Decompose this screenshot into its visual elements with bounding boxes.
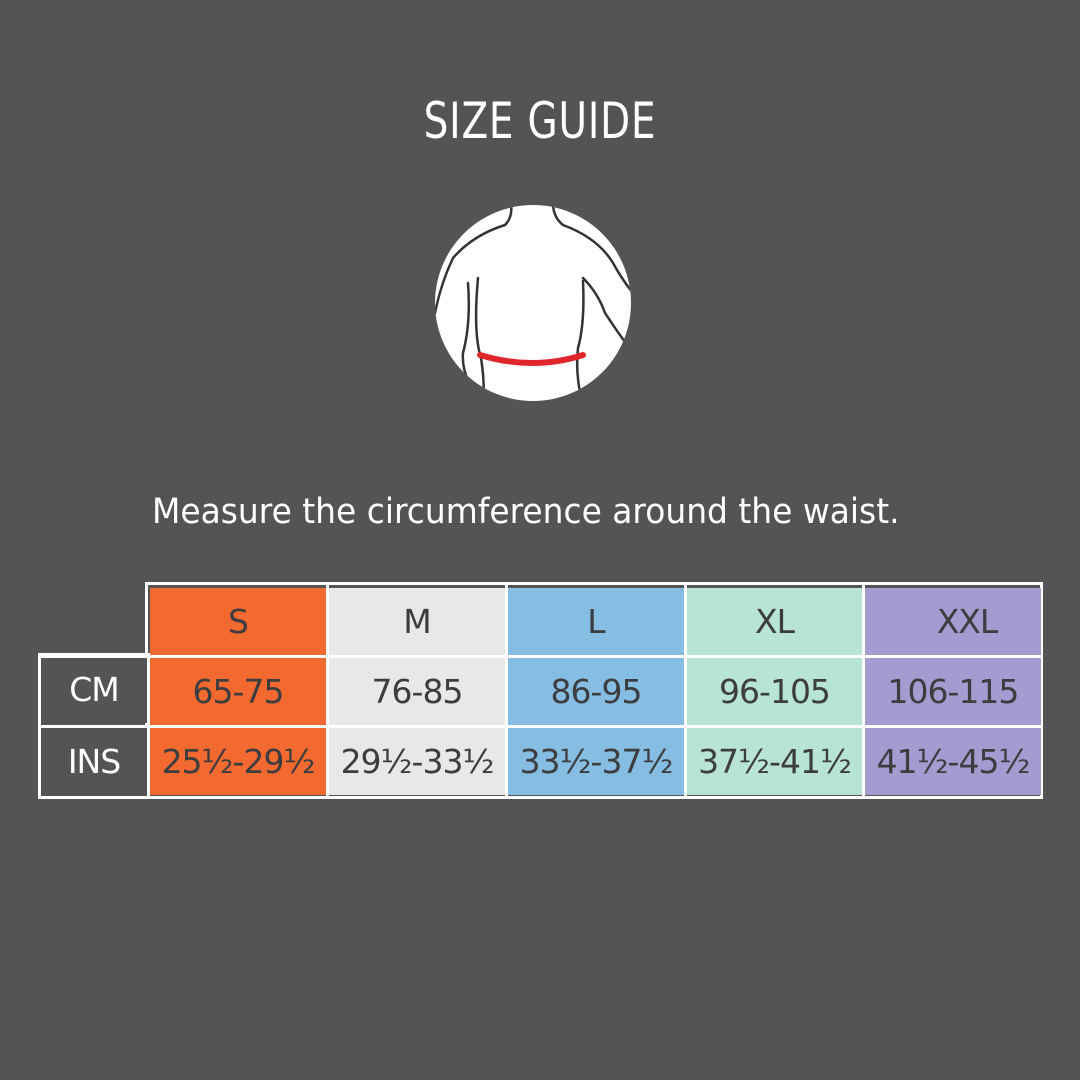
ins-cell-xxl: 41½-45½ <box>865 728 1041 795</box>
size-header-l: L <box>508 588 684 655</box>
ins-cell-s: 25½-29½ <box>150 728 326 795</box>
page-title: SIZE GUIDE <box>423 92 657 150</box>
cm-cell-xxl: 106-115 <box>865 658 1041 725</box>
ins-cell-xl: 37½-41½ <box>687 728 862 795</box>
size-header-xxl: XXL <box>865 588 1041 655</box>
row-label-cm: CM <box>41 656 147 723</box>
ins-cell-l: 33½-37½ <box>508 728 684 795</box>
cm-cell-l: 86-95 <box>508 658 684 725</box>
size-header-m: M <box>329 588 505 655</box>
row-label-ins: INS <box>41 727 147 796</box>
instruction-text: Measure the circumference around the wai… <box>152 492 900 532</box>
ins-cell-m: 29½-33½ <box>329 728 505 795</box>
torso-waist-measurement-icon <box>435 205 631 401</box>
size-header-xl: XL <box>687 588 862 655</box>
row-divider <box>40 655 1041 658</box>
column-divider <box>326 585 329 797</box>
column-divider <box>862 585 865 797</box>
column-divider <box>684 585 687 797</box>
cm-cell-s: 65-75 <box>150 658 326 725</box>
cm-cell-xl: 96-105 <box>687 658 862 725</box>
column-divider <box>505 585 508 797</box>
row-divider <box>40 725 1041 728</box>
waist-band <box>477 352 586 366</box>
cm-cell-m: 76-85 <box>329 658 505 725</box>
size-header-s: S <box>150 588 326 655</box>
